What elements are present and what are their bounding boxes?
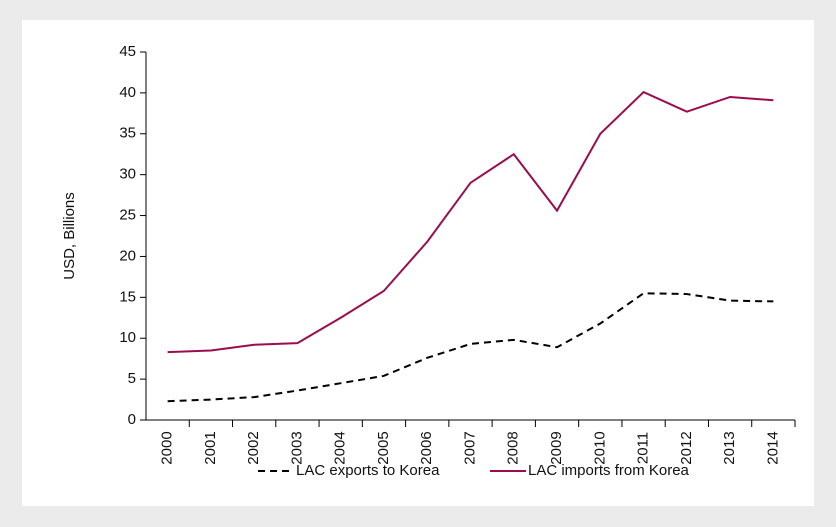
x-tick-label: 2011 bbox=[635, 432, 652, 464]
x-tick-label: 2008 bbox=[505, 431, 522, 464]
y-tick-label: 5 bbox=[128, 370, 136, 387]
plot-panel bbox=[22, 20, 814, 506]
y-tick-label: 0 bbox=[128, 411, 136, 428]
x-tick-label: 2000 bbox=[159, 431, 176, 464]
x-tick-label: 2001 bbox=[202, 431, 219, 464]
y-tick-label: 45 bbox=[119, 43, 136, 60]
x-tick-label: 2013 bbox=[721, 431, 738, 464]
y-tick-label: 35 bbox=[119, 125, 136, 142]
y-tick-label: 25 bbox=[119, 207, 136, 224]
y-tick-label: 10 bbox=[119, 329, 136, 346]
y-tick-label: 40 bbox=[119, 84, 136, 101]
x-tick-label: 2004 bbox=[332, 431, 349, 464]
x-tick-label: 2009 bbox=[548, 431, 565, 464]
y-tick-label: 20 bbox=[119, 247, 136, 264]
x-tick-label: 2010 bbox=[591, 431, 608, 464]
x-tick-label: 2006 bbox=[418, 431, 435, 464]
y-tick-label: 15 bbox=[119, 288, 136, 305]
x-tick-label: 2003 bbox=[288, 431, 305, 464]
y-tick-label: 30 bbox=[119, 166, 136, 183]
x-tick-label: 2005 bbox=[375, 431, 392, 464]
x-tick-label: 2007 bbox=[461, 431, 478, 464]
x-tick-label: 2002 bbox=[245, 431, 262, 464]
line-series bbox=[167, 292, 774, 403]
line-series bbox=[167, 90, 774, 354]
x-tick-label: 2014 bbox=[764, 431, 781, 464]
legend-label: LAC exports to Korea bbox=[296, 462, 440, 479]
y-axis-label: USD, Billions bbox=[61, 192, 78, 280]
legend-label: LAC imports from Korea bbox=[528, 462, 690, 479]
x-tick-label: 2012 bbox=[678, 431, 695, 464]
